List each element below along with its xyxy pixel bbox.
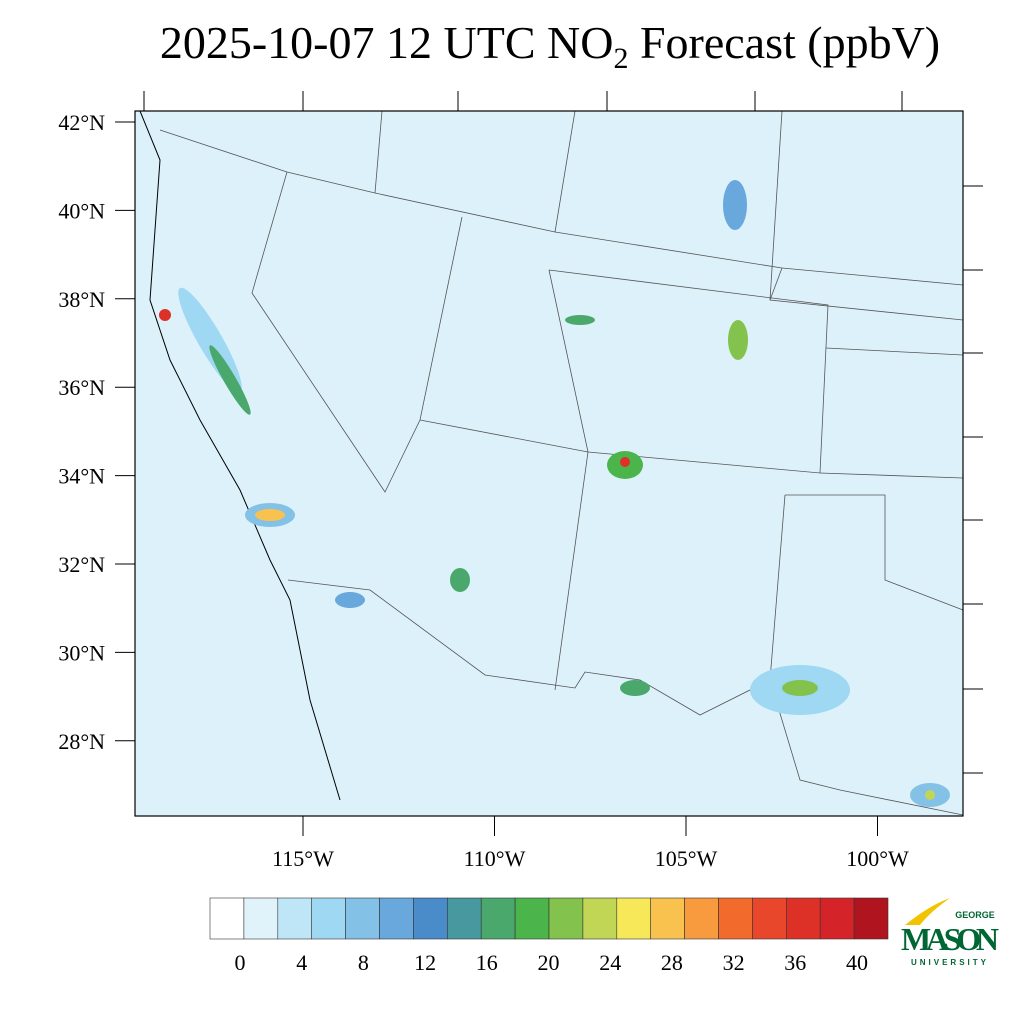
emission-hotspots: [159, 180, 950, 807]
colorbar-box: [514, 897, 550, 940]
colorbar-box: [446, 897, 482, 940]
colorbar-box: [345, 897, 380, 940]
colorbar-label: 0: [235, 950, 246, 975]
lon-tick-label: 100°W: [846, 846, 909, 871]
lon-tick-label: 105°W: [655, 846, 718, 871]
colorbar-box: [650, 897, 685, 940]
logo-bottom: UNIVERSITY: [911, 958, 989, 967]
colorbar-box: [480, 897, 516, 940]
lat-tick-label: 42°N: [58, 110, 105, 135]
lon-tick-label: 115°W: [272, 846, 334, 871]
colorbar-box: [752, 897, 787, 940]
colorbar-box: [785, 897, 821, 940]
colorbar-box: [379, 897, 414, 940]
colorbar-label: 4: [296, 950, 307, 975]
title-sub: 2: [613, 42, 628, 75]
coastline: [139, 110, 341, 801]
logo-top: GEORGE: [955, 910, 995, 920]
lat-tick-label: 40°N: [58, 198, 105, 223]
title: 2025-10-07 12 UTC NO2 Forecast (ppbV): [160, 17, 940, 75]
logo-swoosh: [905, 898, 950, 925]
lat-tick-label: 32°N: [58, 552, 105, 577]
colorbar-box: [819, 897, 855, 940]
lat-tick-label: 34°N: [58, 464, 105, 489]
colorbar-box: [548, 897, 584, 940]
title-rest: Forecast (ppbV): [628, 17, 940, 68]
colorbar-box: [684, 897, 719, 940]
lat-tick-label: 36°N: [58, 375, 105, 400]
borders: [159, 110, 964, 816]
lat-tick-label: 30°N: [58, 640, 105, 665]
colorbar-label: 16: [476, 950, 498, 975]
colorbar-label: 24: [599, 950, 621, 975]
colorbar-label: 28: [661, 950, 683, 975]
lat-tick-label: 28°N: [58, 729, 105, 754]
colorbar-label: 32: [723, 950, 745, 975]
logo: GEORGE MASON UNIVERSITY: [901, 898, 999, 967]
colorbar-label: 12: [414, 950, 436, 975]
colorbar-label: 8: [358, 950, 369, 975]
title-main: 2025-10-07 12 UTC NO: [160, 17, 614, 68]
colorbar-box: [277, 897, 312, 940]
colorbar-box: [413, 897, 448, 940]
colorbar-box: [718, 897, 753, 940]
colorbar-label: 40: [846, 950, 868, 975]
map-area: [134, 110, 964, 817]
map-background: [135, 111, 963, 816]
colorbar-box: [209, 897, 245, 940]
lon-tick-label: 110°W: [464, 846, 526, 871]
colorbar-box: [311, 897, 346, 940]
colorbar-label: 36: [784, 950, 806, 975]
colorbar-box: [582, 897, 618, 940]
lat-tick-label: 38°N: [58, 287, 105, 312]
colorbar-label: 20: [538, 950, 560, 975]
map-frame: [134, 110, 964, 817]
colorbar-box: [616, 897, 651, 940]
colorbar-box: [243, 897, 279, 940]
logo-name: MASON: [901, 921, 999, 957]
colorbar-box: [853, 897, 889, 940]
frame-ticks: [143, 91, 983, 774]
